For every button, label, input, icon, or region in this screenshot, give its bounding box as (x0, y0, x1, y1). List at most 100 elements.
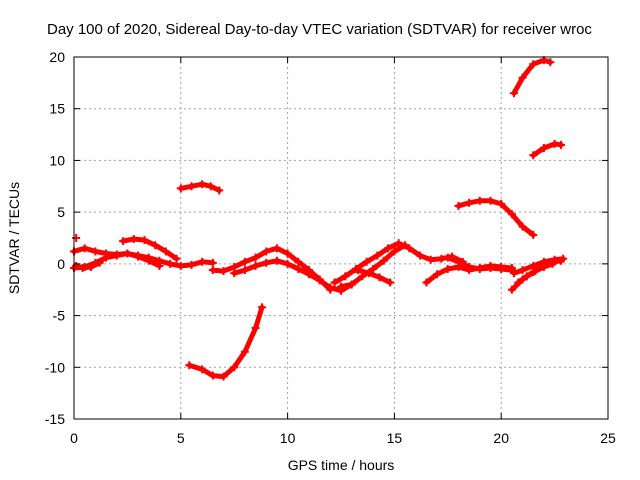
data-point-arc-13 (443, 253, 452, 262)
data-point-arc-17 (531, 267, 540, 276)
data-point-arc-2 (134, 252, 143, 261)
data-point-arc-14 (529, 230, 538, 239)
data-point-arc-9 (405, 244, 414, 253)
data-point-arc-8 (272, 256, 281, 265)
axis-ticks: 0 5 10 15 20 25 -15 -10 -5 0 5 10 15 20 (45, 49, 616, 446)
data-point-arc-7 (219, 267, 228, 276)
data-point-arc-8 (251, 261, 260, 270)
data-point-arc-17 (514, 278, 523, 287)
data-point-arc-1 (80, 244, 89, 253)
series-arc-7 (210, 245, 333, 293)
data-point-outlier-1 (72, 234, 81, 242)
data-point-arc-3 (78, 263, 87, 272)
data-point-arc-10 (337, 282, 345, 291)
data-point-arc-7 (294, 257, 303, 266)
x-tick-label: 0 (70, 430, 78, 446)
data-point-arc-18 (510, 89, 519, 98)
data-point-arc-7 (272, 244, 281, 253)
data-point-arc-18 (518, 73, 527, 82)
y-tick-label: 10 (49, 152, 65, 168)
y-tick-label: -5 (53, 308, 66, 324)
data-point-arc-9 (394, 239, 403, 248)
data-point-arc-14 (497, 199, 506, 208)
data-point-arc-6 (219, 372, 228, 381)
data-point-arc-17 (548, 259, 557, 268)
data-point-arc-2 (102, 253, 111, 262)
x-tick-label: 5 (177, 430, 185, 446)
y-tick-label: 15 (49, 101, 65, 117)
data-point-arc-18 (529, 60, 538, 69)
data-point-arc-14 (465, 198, 474, 207)
data-point-arc-5 (206, 182, 215, 191)
data-point-arc-17 (539, 262, 548, 271)
data-point-arc-6 (240, 347, 249, 356)
data-point-arc-8 (326, 283, 335, 292)
data-point-arc-13 (497, 265, 506, 274)
data-point-arc-10 (401, 241, 410, 250)
data-point-arc-16 (559, 254, 568, 263)
data-point-arc-10 (369, 265, 378, 274)
data-point-arc-10 (347, 280, 356, 289)
data-point-arc-1 (187, 260, 196, 269)
data-point-arc-14 (486, 196, 495, 205)
data-point-arc-13 (486, 263, 495, 272)
data-point-arc-14 (475, 196, 484, 205)
data-point-arc-1 (176, 261, 185, 270)
data-point-arc-6 (251, 323, 260, 332)
data-point-arc-6 (198, 365, 207, 374)
data-point-arc-7 (208, 266, 217, 275)
data-point-arc-1 (166, 259, 175, 268)
data-point-arc-7 (251, 253, 260, 262)
data-point-arc-1 (91, 247, 100, 256)
data-point-arc-5 (187, 182, 196, 191)
data-point-arc-13 (475, 265, 484, 274)
data-point-arc-5 (215, 186, 224, 195)
y-tick-label: 0 (57, 256, 65, 272)
data-point-arc-3 (95, 258, 104, 267)
data-point-arc-19 (529, 151, 538, 160)
data-point-arc-13 (454, 257, 463, 266)
series-arc-11 (355, 267, 393, 285)
x-axis-label: GPS time / hours (288, 457, 395, 473)
data-point-arc-12 (422, 278, 431, 287)
data-point-arc-7 (240, 257, 249, 266)
series-arc-3 (73, 260, 103, 271)
data-point-arc-11 (364, 269, 373, 278)
y-tick-label: -15 (45, 411, 65, 427)
x-tick-label: 20 (493, 430, 509, 446)
y-tick-label: 5 (57, 204, 65, 220)
data-point-arc-4 (140, 236, 149, 245)
data-point-arc-2 (155, 261, 164, 270)
data-point-arc-12 (433, 270, 442, 279)
data-point-arc-16 (550, 255, 559, 264)
plot-frame (73, 56, 609, 420)
data-point-arc-3 (72, 261, 81, 270)
data-point-arc-2 (112, 251, 121, 260)
data-point-arc-14 (454, 201, 463, 210)
data-point-arc-8 (230, 269, 239, 278)
data-point-arc-9 (426, 255, 435, 264)
data-point-arc-14 (518, 222, 527, 231)
data-series (70, 56, 568, 381)
y-tick-label: 20 (49, 49, 65, 65)
x-tick-label: 25 (600, 430, 616, 446)
x-tick-label: 10 (280, 430, 296, 446)
data-point-arc-8 (262, 258, 271, 267)
y-tick-label: -10 (45, 359, 65, 375)
data-point-arc-8 (315, 276, 324, 285)
data-point-arc-4 (119, 237, 128, 246)
series-arc-19 (530, 141, 564, 158)
data-point-arc-4 (151, 241, 160, 250)
data-point-arc-4 (129, 235, 138, 244)
data-point-arc-9 (341, 272, 350, 281)
data-point-arc-7 (262, 247, 271, 256)
data-point-arc-16 (518, 266, 527, 275)
data-point-arc-9 (416, 251, 425, 260)
data-point-arc-11 (386, 278, 395, 287)
chart-title: Day 100 of 2020, Sidereal Day-to-day VTE… (47, 21, 592, 38)
data-point-arc-10 (390, 247, 399, 256)
data-point-arc-16 (510, 269, 519, 278)
data-point-arc-9 (330, 278, 339, 287)
data-point-arc-8 (304, 270, 313, 279)
data-point-arc-13 (465, 262, 474, 271)
